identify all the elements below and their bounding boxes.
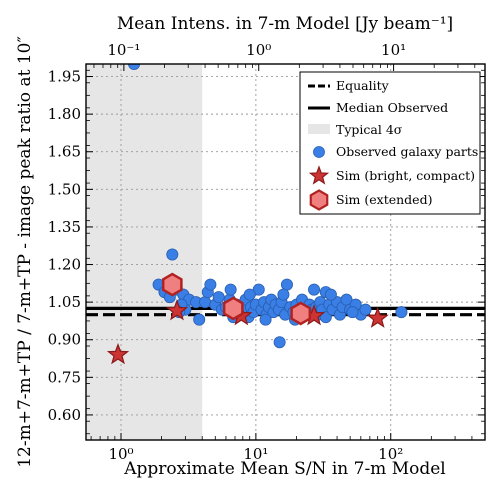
- legend-median-label: Median Observed: [336, 100, 448, 115]
- y-tick-label: 1.65: [48, 143, 81, 161]
- tick-layer: 0.60 0.75 0.90 1.05 1.20 1.35 1.50 1.65 1.80 1.95…: [48, 41, 485, 463]
- y-tick-label: 1.20: [48, 256, 81, 274]
- sim-extended-point: [222, 296, 244, 321]
- y-tick-label: 0.75: [48, 368, 81, 386]
- legend-observed-label: Observed galaxy parts: [336, 144, 478, 159]
- observed-point: [308, 283, 321, 296]
- observed-point: [346, 306, 359, 319]
- legend-hex-marker: [309, 189, 329, 211]
- sim-extended-point: [290, 301, 312, 326]
- y-tick-label: 0.90: [48, 331, 81, 349]
- y-tick-label: 1.80: [48, 105, 81, 123]
- legend-shaded-label: Typical 4σ: [336, 122, 403, 137]
- observed-point: [395, 306, 408, 319]
- grid-layer: [86, 64, 485, 440]
- legend-equality-label: Equality: [336, 78, 390, 93]
- x-tick-label: 10²: [378, 445, 403, 463]
- observed-point: [193, 313, 206, 326]
- x-top-axis-label: Mean Intens. in 7-m Model [Jy beam⁻¹]: [117, 14, 453, 34]
- legend-hexagon-swatch: [309, 189, 329, 211]
- y-axis-label: 12-m+7-m+TP / 7-m+TP - image peak ratio …: [15, 36, 35, 468]
- legend-observed-swatch: [313, 146, 325, 158]
- observed-point: [199, 296, 212, 309]
- y-tick-label: 0.60: [48, 406, 81, 424]
- observed-point: [277, 288, 290, 301]
- x-tick-label: 10¹: [243, 445, 268, 463]
- x-top-tick-label: 10⁰: [246, 41, 271, 59]
- observed-point: [280, 278, 293, 291]
- x-top-tick-label: 10¹: [381, 41, 406, 59]
- shaded-region: [86, 64, 203, 440]
- y-tick-label: 1.50: [48, 180, 81, 198]
- observed-point: [224, 283, 237, 296]
- y-tick-label: 1.35: [48, 218, 81, 236]
- y-tick-label: 1.05: [48, 293, 81, 311]
- observed-point: [359, 303, 372, 316]
- observed-point: [324, 288, 337, 301]
- observed-point: [273, 336, 286, 349]
- data-points-layer: [106, 64, 408, 365]
- legend-shaded-swatch: [308, 124, 330, 134]
- sim-extended-point: [161, 272, 183, 297]
- legend-hex-label: Sim (extended): [336, 192, 432, 207]
- legend-box: [299, 71, 481, 215]
- x-axis-label: Approximate Mean S/N in 7-m Model: [123, 459, 445, 479]
- observed-point: [259, 313, 272, 326]
- observed-point: [212, 291, 225, 304]
- legend-star-swatch: [308, 165, 330, 185]
- sim-compact-point: [366, 306, 389, 328]
- shaded-region-layer: [86, 64, 203, 440]
- observed-point: [204, 278, 217, 291]
- observed-point: [166, 248, 179, 261]
- x-top-tick-label: 10⁻¹: [107, 41, 140, 59]
- x-tick-label: 10⁰: [108, 445, 133, 463]
- observed-point: [252, 283, 265, 296]
- plot-frame: [85, 63, 486, 441]
- observed-point: [319, 311, 332, 324]
- sim-compact-point: [106, 343, 130, 365]
- legend-star-marker: [308, 165, 330, 185]
- observed-point: [243, 288, 256, 301]
- sim-compact-point: [165, 299, 189, 321]
- legend: Equality Median Observed Typical 4σ Obse…: [299, 71, 481, 215]
- y-tick-label: 1.95: [48, 68, 81, 86]
- legend-star-label: Sim (bright, compact): [336, 168, 475, 183]
